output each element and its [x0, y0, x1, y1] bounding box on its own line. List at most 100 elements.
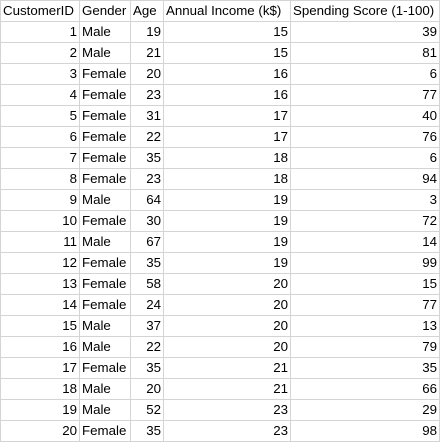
cell-customerid[interactable]: 9 — [1, 190, 80, 211]
cell-gender[interactable]: Male — [80, 232, 131, 253]
header-cell-age[interactable]: Age — [131, 1, 164, 22]
cell-gender[interactable]: Male — [80, 316, 131, 337]
cell-customerid[interactable]: 17 — [1, 358, 80, 379]
cell-age[interactable]: 35 — [131, 148, 164, 169]
cell-customerid[interactable]: 6 — [1, 127, 80, 148]
cell-annual-income[interactable]: 20 — [164, 274, 291, 295]
cell-age[interactable]: 67 — [131, 232, 164, 253]
cell-spending-score[interactable]: 35 — [291, 358, 440, 379]
cell-customerid[interactable]: 5 — [1, 106, 80, 127]
cell-spending-score[interactable]: 99 — [291, 253, 440, 274]
cell-gender[interactable]: Female — [80, 169, 131, 190]
cell-gender[interactable]: Male — [80, 43, 131, 64]
cell-spending-score[interactable]: 40 — [291, 106, 440, 127]
cell-gender[interactable]: Male — [80, 22, 131, 43]
cell-spending-score[interactable]: 29 — [291, 400, 440, 421]
cell-spending-score[interactable]: 6 — [291, 64, 440, 85]
cell-annual-income[interactable]: 15 — [164, 22, 291, 43]
cell-annual-income[interactable]: 19 — [164, 232, 291, 253]
cell-age[interactable]: 35 — [131, 421, 164, 442]
cell-annual-income[interactable]: 16 — [164, 64, 291, 85]
cell-gender[interactable]: Female — [80, 274, 131, 295]
cell-gender[interactable]: Female — [80, 127, 131, 148]
cell-spending-score[interactable]: 6 — [291, 148, 440, 169]
cell-gender[interactable]: Female — [80, 421, 131, 442]
cell-gender[interactable]: Female — [80, 64, 131, 85]
cell-customerid[interactable]: 3 — [1, 64, 80, 85]
cell-spending-score[interactable]: 15 — [291, 274, 440, 295]
header-cell-gender[interactable]: Gender — [80, 1, 131, 22]
cell-customerid[interactable]: 10 — [1, 211, 80, 232]
cell-annual-income[interactable]: 21 — [164, 379, 291, 400]
cell-customerid[interactable]: 2 — [1, 43, 80, 64]
cell-annual-income[interactable]: 23 — [164, 400, 291, 421]
cell-annual-income[interactable]: 17 — [164, 106, 291, 127]
cell-gender[interactable]: Female — [80, 85, 131, 106]
cell-spending-score[interactable]: 77 — [291, 85, 440, 106]
cell-annual-income[interactable]: 19 — [164, 253, 291, 274]
cell-customerid[interactable]: 14 — [1, 295, 80, 316]
cell-spending-score[interactable]: 72 — [291, 211, 440, 232]
cell-gender[interactable]: Male — [80, 337, 131, 358]
header-cell-annual-income[interactable]: Annual Income (k$) — [164, 1, 291, 22]
cell-age[interactable]: 58 — [131, 274, 164, 295]
cell-age[interactable]: 31 — [131, 106, 164, 127]
cell-gender[interactable]: Male — [80, 190, 131, 211]
cell-spending-score[interactable]: 13 — [291, 316, 440, 337]
cell-spending-score[interactable]: 81 — [291, 43, 440, 64]
cell-age[interactable]: 30 — [131, 211, 164, 232]
cell-spending-score[interactable]: 98 — [291, 421, 440, 442]
cell-spending-score[interactable]: 14 — [291, 232, 440, 253]
cell-gender[interactable]: Female — [80, 106, 131, 127]
cell-age[interactable]: 22 — [131, 337, 164, 358]
cell-age[interactable]: 24 — [131, 295, 164, 316]
cell-customerid[interactable]: 4 — [1, 85, 80, 106]
cell-gender[interactable]: Female — [80, 295, 131, 316]
cell-age[interactable]: 35 — [131, 358, 164, 379]
header-cell-spending-score[interactable]: Spending Score (1-100) — [291, 1, 440, 22]
cell-gender[interactable]: Female — [80, 211, 131, 232]
cell-age[interactable]: 64 — [131, 190, 164, 211]
cell-annual-income[interactable]: 19 — [164, 211, 291, 232]
cell-customerid[interactable]: 11 — [1, 232, 80, 253]
cell-age[interactable]: 20 — [131, 64, 164, 85]
cell-gender[interactable]: Female — [80, 148, 131, 169]
cell-customerid[interactable]: 8 — [1, 169, 80, 190]
cell-annual-income[interactable]: 18 — [164, 169, 291, 190]
cell-customerid[interactable]: 12 — [1, 253, 80, 274]
cell-age[interactable]: 20 — [131, 379, 164, 400]
cell-spending-score[interactable]: 77 — [291, 295, 440, 316]
header-cell-customerid[interactable]: CustomerID — [1, 1, 80, 22]
cell-annual-income[interactable]: 20 — [164, 337, 291, 358]
cell-spending-score[interactable]: 94 — [291, 169, 440, 190]
cell-annual-income[interactable]: 16 — [164, 85, 291, 106]
cell-age[interactable]: 19 — [131, 22, 164, 43]
cell-age[interactable]: 35 — [131, 253, 164, 274]
cell-customerid[interactable]: 15 — [1, 316, 80, 337]
cell-annual-income[interactable]: 20 — [164, 316, 291, 337]
cell-annual-income[interactable]: 18 — [164, 148, 291, 169]
cell-age[interactable]: 22 — [131, 127, 164, 148]
cell-spending-score[interactable]: 39 — [291, 22, 440, 43]
cell-age[interactable]: 23 — [131, 169, 164, 190]
cell-spending-score[interactable]: 66 — [291, 379, 440, 400]
cell-annual-income[interactable]: 19 — [164, 190, 291, 211]
cell-customerid[interactable]: 7 — [1, 148, 80, 169]
cell-spending-score[interactable]: 3 — [291, 190, 440, 211]
cell-customerid[interactable]: 16 — [1, 337, 80, 358]
cell-spending-score[interactable]: 79 — [291, 337, 440, 358]
cell-gender[interactable]: Male — [80, 400, 131, 421]
cell-annual-income[interactable]: 20 — [164, 295, 291, 316]
cell-gender[interactable]: Female — [80, 253, 131, 274]
cell-gender[interactable]: Female — [80, 358, 131, 379]
cell-customerid[interactable]: 1 — [1, 22, 80, 43]
cell-customerid[interactable]: 20 — [1, 421, 80, 442]
cell-customerid[interactable]: 13 — [1, 274, 80, 295]
cell-gender[interactable]: Male — [80, 379, 131, 400]
cell-age[interactable]: 23 — [131, 85, 164, 106]
cell-customerid[interactable]: 18 — [1, 379, 80, 400]
cell-age[interactable]: 37 — [131, 316, 164, 337]
cell-age[interactable]: 21 — [131, 43, 164, 64]
cell-annual-income[interactable]: 17 — [164, 127, 291, 148]
cell-annual-income[interactable]: 21 — [164, 358, 291, 379]
